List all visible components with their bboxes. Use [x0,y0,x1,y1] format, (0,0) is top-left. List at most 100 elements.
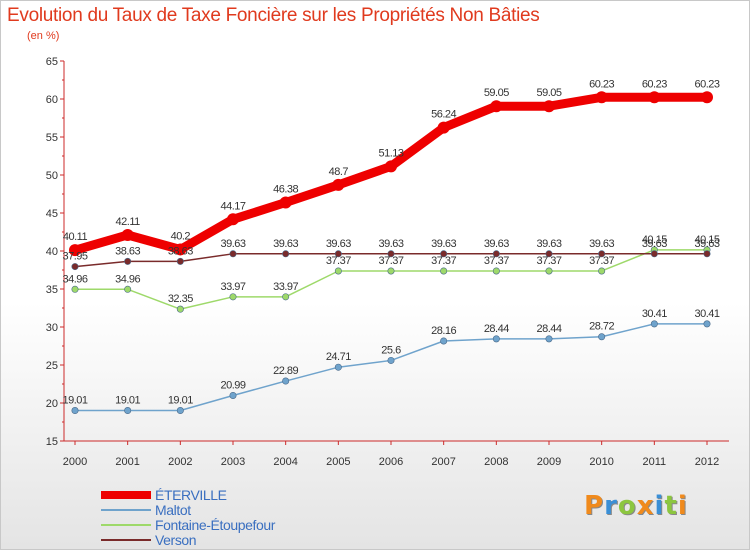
y-tick-label: 30 [46,322,58,334]
x-tick-label: 2001 [115,456,139,468]
data-point [387,250,395,258]
data-label: 39.63 [326,238,351,250]
x-tick-label: 2009 [537,456,561,468]
data-point [176,305,184,313]
x-tick-label: 2012 [695,456,719,468]
data-label: 28.44 [536,323,561,335]
data-label: 25.6 [381,344,401,356]
data-label: 39.63 [220,238,245,250]
data-point [437,121,450,134]
data-point [334,363,342,371]
chart-subtitle: (en %) [27,30,60,42]
x-tick-label: 2002 [168,456,192,468]
data-label: 60.23 [694,78,719,90]
y-tick-label: 55 [46,132,58,144]
data-label: 38.63 [115,245,140,257]
data-label: 60.23 [642,78,667,90]
data-label: 32.35 [168,293,193,305]
data-label: 37.37 [378,255,403,267]
data-label: 37.37 [484,255,509,267]
y-tick-label: 15 [46,436,58,448]
data-point [121,228,134,241]
legend-swatch [101,491,151,499]
legend-label: Verson [155,532,197,548]
data-point [124,257,132,265]
data-point [124,407,132,415]
data-point [332,178,345,191]
y-tick-label: 50 [46,170,58,182]
chart-title: Evolution du Taux de Taxe Foncière sur l… [7,5,540,26]
data-label: 28.16 [431,325,456,337]
data-point [492,250,500,258]
x-tick-label: 2010 [589,456,613,468]
data-point [229,391,237,399]
data-point [703,320,711,328]
data-label: 38.63 [168,245,193,257]
data-label: 51.13 [378,147,403,159]
data-label: 30.41 [642,308,667,320]
data-label: 33.97 [273,281,298,293]
data-point [440,250,448,258]
data-label: 37.95 [62,251,87,263]
data-label: 37.37 [589,255,614,267]
data-point [595,91,608,104]
data-label: 39.63 [431,238,456,250]
data-label: 39.63 [273,238,298,250]
data-point [69,244,81,257]
data-point [229,250,237,258]
data-label: 44.17 [220,200,245,212]
data-label: 42.11 [116,216,141,228]
y-tick-label: 25 [46,360,58,372]
data-label: 28.44 [484,323,509,335]
data-point [174,243,187,256]
data-point [71,407,79,415]
data-point [71,263,79,271]
data-point [543,100,555,113]
data-label: 19.01 [168,395,193,407]
y-tick-label: 60 [46,94,58,106]
data-label: 59.05 [536,87,561,99]
data-point [490,100,503,113]
legend-swatch [101,509,151,511]
data-label: 24.71 [326,351,351,363]
data-label: 39.63 [536,238,561,250]
legend-label: Fontaine-Étoupefour [155,517,276,533]
series-line-0 [70,92,712,255]
data-point [440,337,448,345]
data-label: 30.41 [694,308,719,320]
data-point [124,285,132,293]
proxiti-logo: Proxiti [584,491,688,521]
data-label: 60.23 [589,78,614,90]
data-point [492,267,500,275]
data-label: 48.7 [329,166,349,178]
data-point [650,320,658,328]
data-label: 19.01 [62,395,87,407]
data-point [545,335,553,343]
data-label: 34.96 [115,273,140,285]
x-tick-label: 2011 [643,456,667,468]
data-point [701,91,713,104]
data-label: 39.63 [589,238,614,250]
x-tick-label: 2003 [221,456,245,468]
data-point [176,257,184,265]
x-tick-label: 2005 [326,456,350,468]
data-point [385,160,397,173]
data-point [279,196,292,209]
data-label: 40.2 [171,230,191,242]
y-tick-label: 20 [46,398,58,410]
data-point [176,407,184,415]
data-label: 37.37 [431,255,456,267]
data-point [282,293,290,301]
x-tick-label: 2008 [484,456,508,468]
data-label: 39.63 [378,238,403,250]
y-tick-label: 45 [46,208,58,220]
data-point [71,285,79,293]
y-tick-label: 35 [46,284,58,296]
data-label: 33.97 [220,281,245,293]
data-label: 39.63 [694,238,719,250]
data-point [387,356,395,364]
data-point [334,267,342,275]
data-point [650,250,658,258]
